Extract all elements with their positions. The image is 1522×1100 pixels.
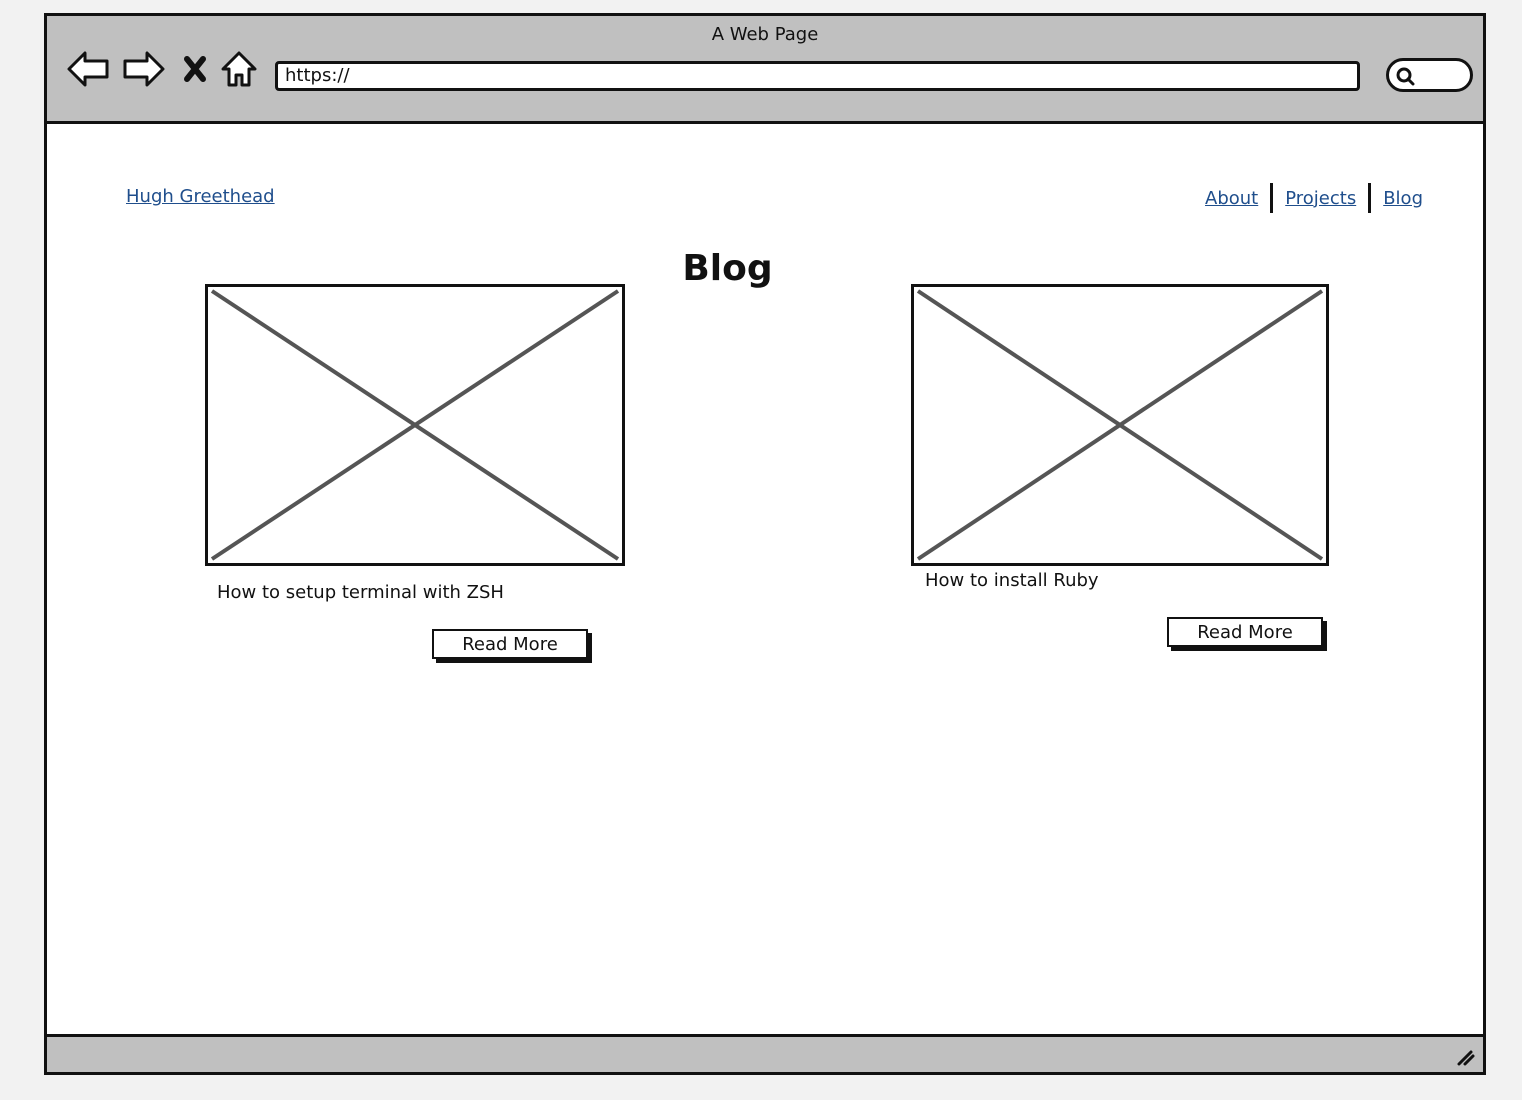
browser-window: A Web Page https:// Hugh Greethead About… [44, 13, 1486, 1075]
page-content: Hugh Greethead About Projects Blog Blog … [47, 124, 1483, 1038]
page-title: Blog [682, 248, 773, 290]
nav-link-blog[interactable]: Blog [1383, 187, 1423, 209]
search-icon [1396, 67, 1415, 86]
nav-link-projects[interactable]: Projects [1285, 187, 1357, 209]
top-nav: About Projects Blog [1205, 182, 1423, 214]
resize-grip-icon[interactable] [1453, 1044, 1477, 1068]
site-name-link[interactable]: Hugh Greethead [126, 186, 275, 207]
read-more-button[interactable]: Read More [432, 629, 588, 659]
forward-arrow-icon[interactable] [121, 49, 167, 89]
post-image-placeholder [911, 284, 1329, 566]
search-field[interactable] [1386, 58, 1473, 92]
browser-titlebar: A Web Page https:// [47, 16, 1483, 124]
window-title: A Web Page [711, 24, 819, 45]
browser-statusbar [47, 1034, 1483, 1072]
nav-divider [1270, 183, 1274, 213]
home-icon[interactable] [219, 49, 259, 89]
nav-divider [1368, 183, 1372, 213]
post-title: How to install Ruby [925, 570, 1099, 591]
close-icon[interactable] [179, 49, 211, 89]
post-title: How to setup terminal with ZSH [217, 582, 504, 603]
nav-link-about[interactable]: About [1205, 187, 1259, 209]
url-input[interactable]: https:// [275, 61, 1360, 91]
read-more-button[interactable]: Read More [1167, 617, 1323, 647]
post-image-placeholder [205, 284, 625, 566]
back-arrow-icon[interactable] [65, 49, 111, 89]
